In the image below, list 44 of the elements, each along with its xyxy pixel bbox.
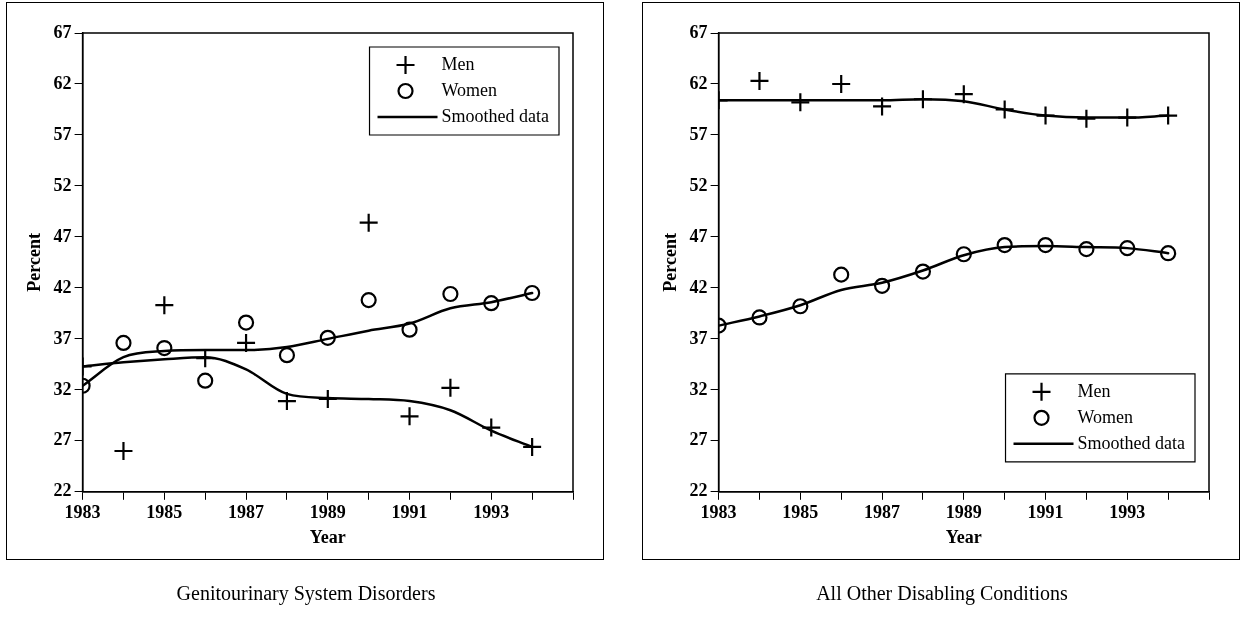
legend-label: Women xyxy=(1077,406,1134,427)
y-tick-label: 47 xyxy=(53,225,72,246)
legend-label: Smoothed data xyxy=(1077,432,1186,453)
x-axis-title: Year xyxy=(309,526,346,547)
y-axis-title: Percent xyxy=(660,233,681,292)
y-tick-label: 27 xyxy=(53,429,72,450)
y-tick-label: 47 xyxy=(689,225,708,246)
x-axis-title: Year xyxy=(945,526,982,547)
x-tick-label: 1985 xyxy=(782,502,819,523)
legend-label: Men xyxy=(441,53,475,74)
y-tick-label: 52 xyxy=(689,174,708,195)
y-tick-label: 32 xyxy=(53,378,72,399)
x-tick-label: 1991 xyxy=(1027,502,1064,523)
x-tick-label: 1983 xyxy=(700,502,737,523)
y-tick-label: 22 xyxy=(53,480,72,501)
y-tick-label: 52 xyxy=(53,174,72,195)
y-tick-label: 37 xyxy=(689,327,708,348)
x-tick-label: 1993 xyxy=(473,502,510,523)
x-tick-label: 1989 xyxy=(309,502,346,523)
y-tick-label: 37 xyxy=(53,327,72,348)
y-tick-label: 57 xyxy=(53,123,72,144)
legend-label: Smoothed data xyxy=(441,105,550,126)
text: Genitourinary System Disorders xyxy=(175,582,437,605)
x-tick-label: 1983 xyxy=(64,502,101,523)
y-tick-label: 42 xyxy=(53,276,72,297)
y-tick-label: 57 xyxy=(689,123,708,144)
x-tick-label: 1991 xyxy=(391,502,428,523)
y-tick-label: 32 xyxy=(689,378,708,399)
legend-label: Men xyxy=(1077,380,1111,401)
y-tick-label: 67 xyxy=(689,21,708,42)
x-tick-label: 1987 xyxy=(864,502,901,523)
text: All Other Disabling Conditions xyxy=(815,582,1069,605)
y-tick-label: 67 xyxy=(53,21,72,42)
y-tick-label: 62 xyxy=(53,72,72,93)
y-tick-label: 22 xyxy=(689,480,708,501)
x-tick-label: 1993 xyxy=(1109,502,1146,523)
legend-label: Women xyxy=(441,79,498,100)
y-tick-label: 27 xyxy=(689,429,708,450)
y-tick-label: 62 xyxy=(689,72,708,93)
x-tick-label: 1987 xyxy=(228,502,265,523)
x-tick-label: 1989 xyxy=(945,502,982,523)
y-axis-title: Percent xyxy=(24,233,45,292)
y-tick-label: 42 xyxy=(689,276,708,297)
x-tick-label: 1985 xyxy=(146,502,183,523)
